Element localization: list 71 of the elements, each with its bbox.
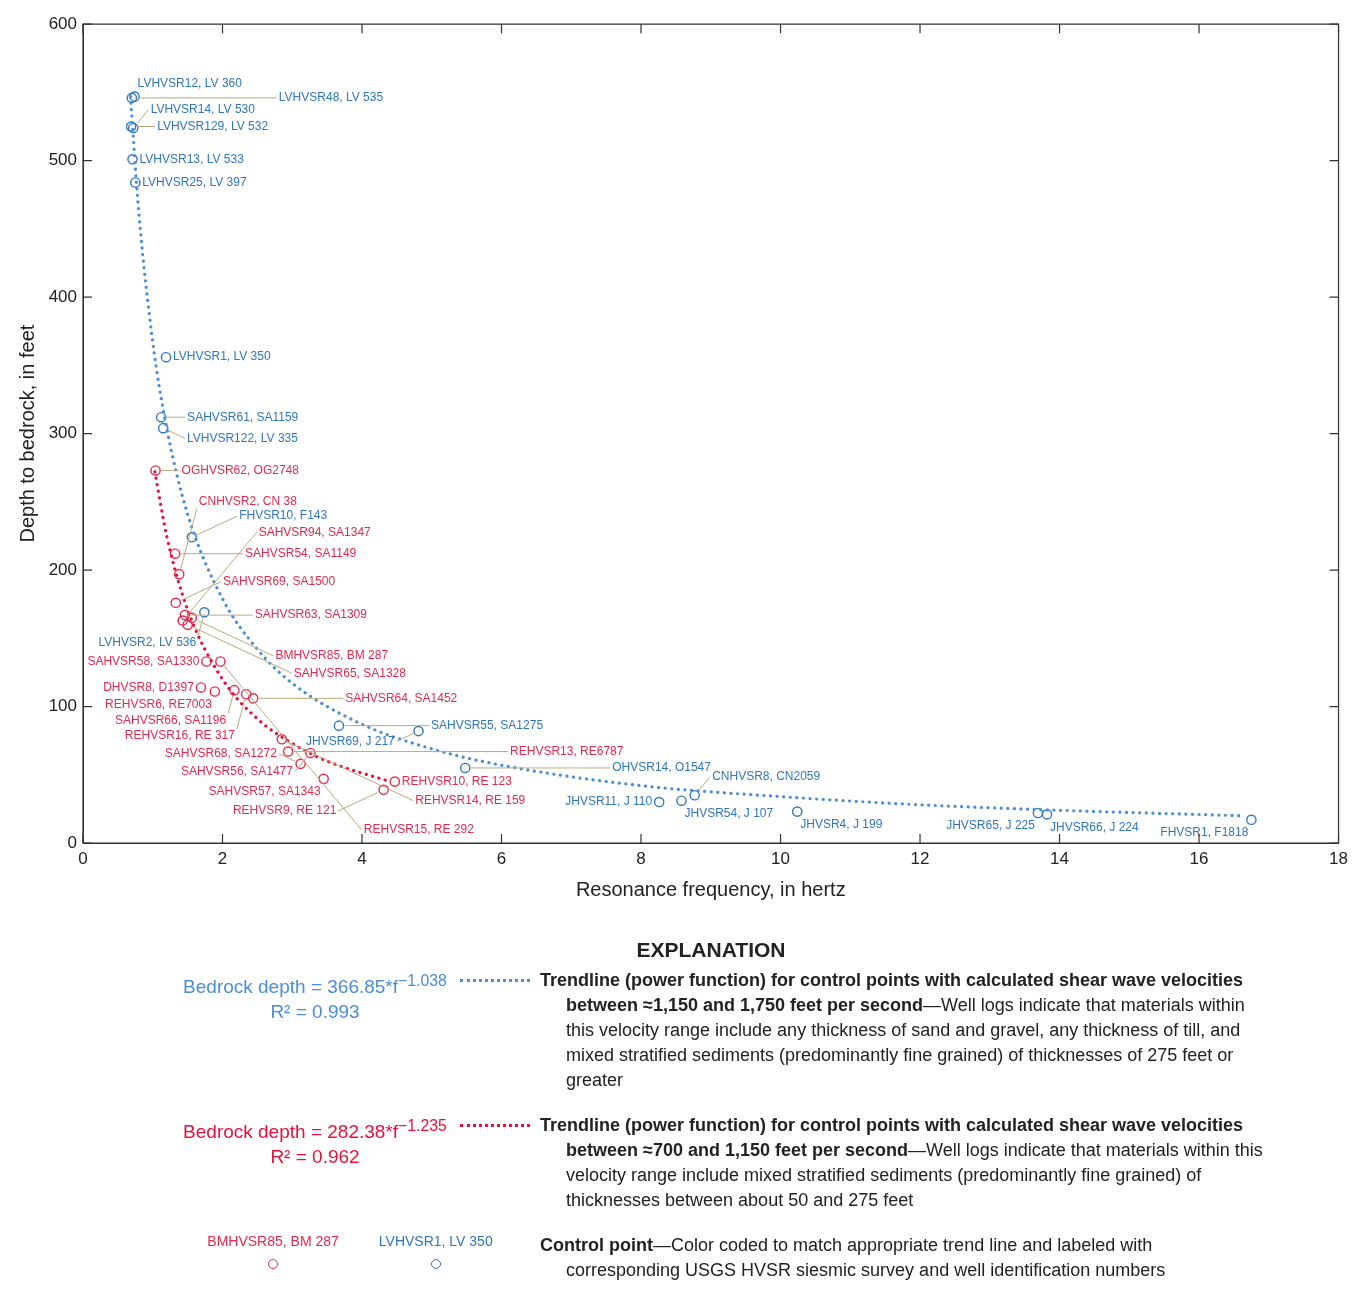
text: LVHVSR1, LV 350 xyxy=(378,1233,493,1249)
data-label: FHVSR10, F143 xyxy=(239,508,328,523)
text: Control point—Color coded to match appropriate trend line and labeled with corresponding USGS HVSR siesmic survey and well identification numbers xyxy=(540,1235,1166,1280)
data-label: FHVSR1, F1818 xyxy=(1160,825,1249,840)
data-label: OHVSR14, O1547 xyxy=(612,760,712,775)
data-label: CNHVSR2, CN 38 xyxy=(198,493,298,508)
data-label: REHVSR16, RE 317 xyxy=(124,728,236,743)
data-label: SAHVSR69, SA1500 xyxy=(223,574,336,588)
text: R² = 0.993 xyxy=(269,1000,361,1025)
data-label: SAHVSR64, SA1452 xyxy=(345,690,458,705)
x-tick-label: 6 xyxy=(496,848,507,868)
data-label: OGHVSR62, OG2748 xyxy=(181,462,300,477)
y-tick-label: 400 xyxy=(48,286,77,306)
data-label: JHVSR4, J 199 xyxy=(800,816,883,831)
data-label: LVHVSR129, LV 532 xyxy=(157,118,269,133)
data-label: JHVSR66, J 224 xyxy=(1049,819,1140,834)
x-tick-label: 10 xyxy=(771,848,790,868)
data-label: DHVSR8, D1397 xyxy=(103,679,195,694)
x-tick-label: 18 xyxy=(1329,848,1349,868)
y-tick-label: 500 xyxy=(48,150,77,170)
data-label: SAHVSR63, SA1309 xyxy=(254,607,368,622)
data-label: LVHVSR2, LV 536 xyxy=(98,634,197,649)
y-tick-label: 0 xyxy=(67,832,77,852)
data-label: SAHVSR68, SA1272 xyxy=(164,746,278,761)
data-label: LVHVSR13, LV 533 xyxy=(139,151,245,166)
x-tick-label: 12 xyxy=(910,848,930,868)
data-label: LVHVSR12, LV 360 xyxy=(137,75,243,90)
data-label: JHVSR69, J 217 xyxy=(306,733,396,748)
y-tick-label: 100 xyxy=(48,696,77,716)
data-label: JHVSR11, J 110 xyxy=(565,794,653,809)
y-axis-title: Depth to bedrock, in feet xyxy=(15,324,38,543)
data-label: SAHVSR94, SA1347 xyxy=(258,524,372,539)
y-tick-label: 200 xyxy=(48,559,77,579)
data-label: LVHVSR122, LV 335 xyxy=(186,430,299,445)
data-label: LVHVSR14, LV 530 xyxy=(150,101,256,116)
legend-label: Trendline (power function) for control points with calculated shear wave velocities between ≈700 and 1,150 feet per second—Well logs indicate that materials within this velocity range include mixed stratified sediments (predominantly fine grained) of thicknesses between about 50 and 275 feet xyxy=(540,1115,1263,1210)
text: Bedrock depth = 282.38*f$^{−1.235}$ xyxy=(182,1116,448,1145)
data-label: REHVSR15, RE 292 xyxy=(363,822,475,837)
x-axis-title: Resonance frequency, in hertz xyxy=(575,877,846,900)
data-label: SAHVSR55, SA1275 xyxy=(430,717,544,732)
data-label: SAHVSR66, SA1196 xyxy=(114,712,227,727)
data-label: JHVSR54, J 107 xyxy=(684,806,774,821)
data-label: JHVSR65, J 225 xyxy=(946,818,1036,833)
x-tick-label: 8 xyxy=(636,848,646,868)
data-label: SAHVSR65, SA1328 xyxy=(293,665,407,680)
y-tick-label: 300 xyxy=(48,423,77,443)
data-label: REHVSR14, RE 159 xyxy=(415,792,526,807)
data-label: LVHVSR25, LV 397 xyxy=(142,174,247,189)
x-tick-label: 16 xyxy=(1189,848,1209,868)
data-label: CNHVSR8, CN2059 xyxy=(712,769,821,784)
data-label: SAHVSR54, SA1149 xyxy=(245,546,357,560)
text: Bedrock depth = 366.85*f$^{−1.038}$ xyxy=(182,971,448,1000)
data-label: LVHVSR1, LV 350 xyxy=(173,349,271,364)
x-tick-label: 4 xyxy=(357,848,367,868)
data-label: LVHVSR48, LV 535 xyxy=(278,90,384,105)
data-label: REHVSR13, RE6787 xyxy=(510,743,624,758)
legend-label: Trendline (power function) for control points with calculated shear wave velocities between ≈1,150 and 1,750 feet per second—Well logs indicate that materials within this velocity range include any thickness of sand and gravel, any thickness of till, and mixed stratified sediments (predominantly fine grained) of thicknesses of 275 feet or greater xyxy=(540,970,1245,1090)
text: R² = 0.962 xyxy=(269,1145,361,1170)
data-label: SAHVSR57, SA1343 xyxy=(208,784,321,799)
data-label: REHVSR9, RE 121 xyxy=(232,803,337,818)
data-label: REHVSR6, RE7003 xyxy=(105,696,213,711)
data-label: REHVSR10, RE 123 xyxy=(401,773,513,788)
y-tick-label: 600 xyxy=(48,13,77,33)
x-tick-label: 14 xyxy=(1050,848,1069,868)
data-label: SAHVSR58, SA1330 xyxy=(87,653,200,668)
legend-title: EXPLANATION xyxy=(635,938,787,962)
text: BMHVSR85, BM 287 xyxy=(207,1233,339,1249)
x-tick-label: 2 xyxy=(217,848,228,868)
data-label: SAHVSR61, SA1159 xyxy=(187,409,299,424)
data-label: SAHVSR56, SA1477 xyxy=(180,763,294,778)
data-label: BMHVSR85, BM 287 xyxy=(275,648,389,663)
